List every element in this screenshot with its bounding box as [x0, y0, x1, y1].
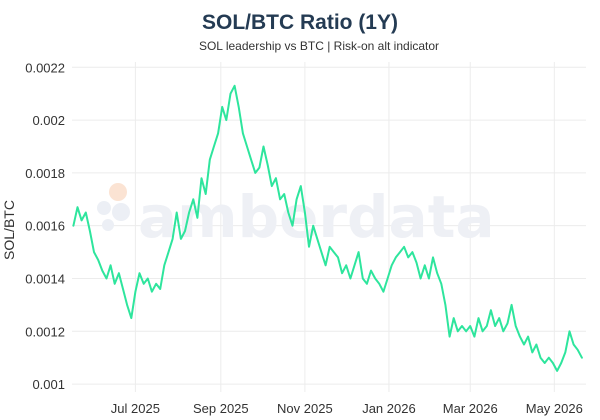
- series-group: [72, 84, 583, 372]
- watermark-logo-dot: [109, 183, 127, 201]
- watermark-logo-dot: [97, 201, 111, 215]
- y-tick-label: 0.0016: [25, 219, 65, 234]
- y-tick-label: 0.0012: [25, 324, 65, 339]
- chart-title: SOL/BTC Ratio (1Y): [202, 11, 398, 34]
- x-tick-label: Sep 2025: [193, 401, 249, 416]
- grid: [72, 62, 586, 392]
- watermark-logo-dot: [102, 219, 114, 231]
- x-tick-label: Mar 2026: [443, 401, 498, 416]
- y-axis-ticks: 0.001 0.0012 0.0014 0.0016 0.0018 0.002 0.0022: [25, 60, 65, 392]
- chart-subtitle: SOL leadership vs BTC | Risk-on alt indi…: [199, 39, 439, 53]
- x-tick-label: Jul 2025: [111, 401, 160, 416]
- watermark-logo-dot: [112, 203, 130, 221]
- x-tick-label: May 2026: [526, 401, 583, 416]
- watermark: amberdata: [97, 183, 495, 251]
- y-tick-label: 0.0018: [25, 166, 65, 181]
- x-tick-label: Jan 2026: [362, 401, 416, 416]
- y-axis-label: SOL/BTC: [1, 200, 17, 260]
- y-tick-label: 0.001: [32, 377, 65, 392]
- x-axis-ticks: Jul 2025 Sep 2025 Nov 2025 Jan 2026 Mar 2026…: [111, 401, 583, 416]
- y-tick-label: 0.002: [32, 113, 65, 128]
- y-tick-label: 0.0022: [25, 60, 65, 75]
- watermark-text: amberdata: [138, 183, 495, 251]
- y-tick-label: 0.0014: [25, 271, 65, 286]
- sol-btc-line: [72, 84, 583, 372]
- x-tick-label: Nov 2025: [277, 401, 333, 416]
